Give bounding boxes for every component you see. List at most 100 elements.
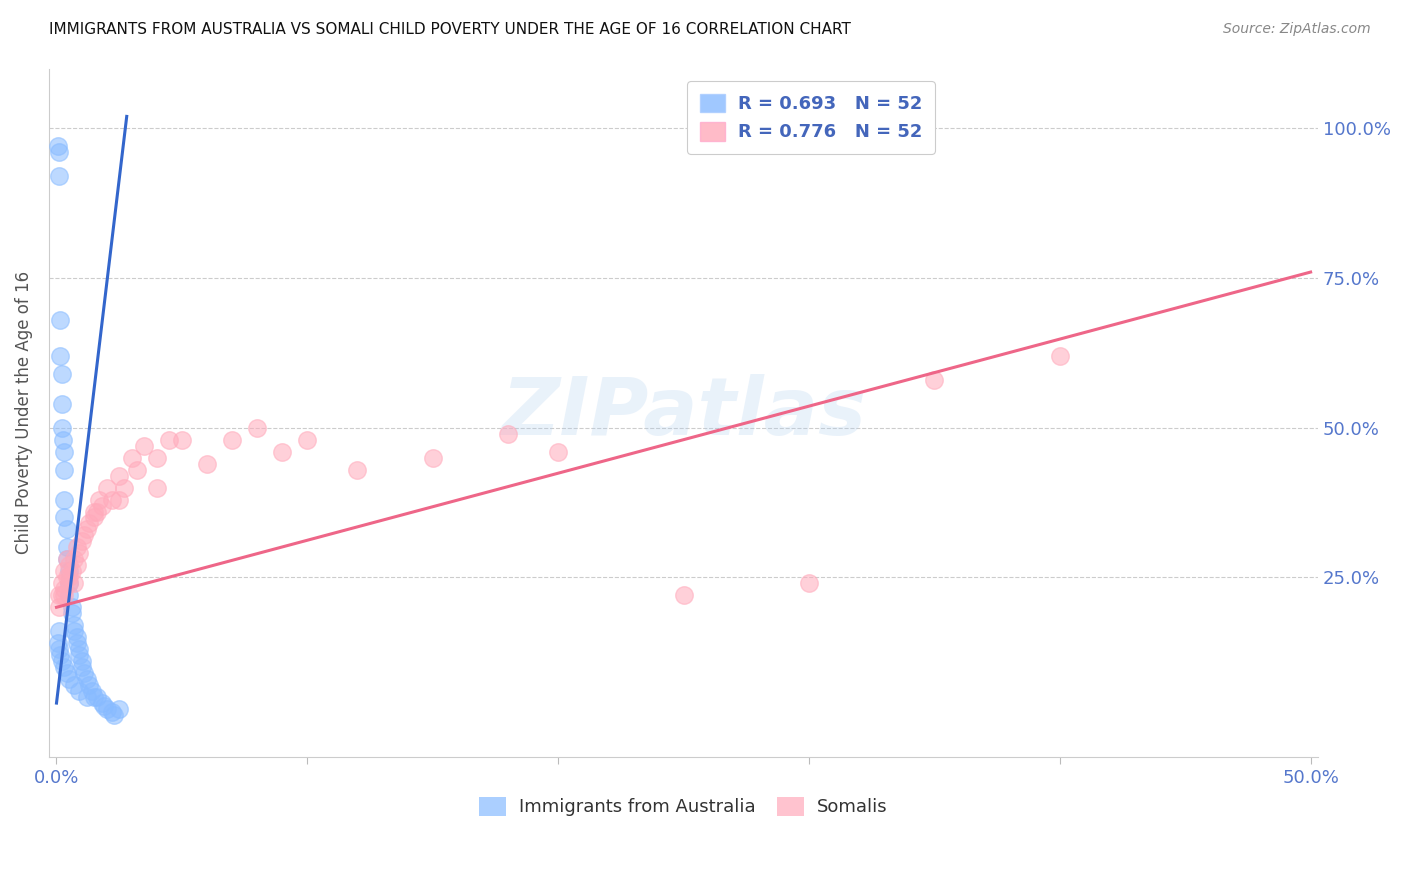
Point — [51, 397, 73, 411]
Point — [86, 690, 108, 704]
Point — [77, 516, 100, 531]
Point — [146, 450, 169, 465]
Point — [80, 684, 103, 698]
Point — [65, 541, 87, 555]
Point — [65, 558, 87, 573]
Point — [112, 481, 135, 495]
Point — [46, 139, 69, 153]
Point — [48, 145, 70, 160]
Point — [58, 570, 80, 584]
Point — [89, 492, 111, 507]
Point — [422, 450, 444, 465]
Point — [55, 552, 77, 566]
Point — [63, 552, 86, 566]
Text: ZIPatlas: ZIPatlas — [501, 374, 866, 451]
Point — [58, 565, 80, 579]
Point — [93, 699, 115, 714]
Point — [67, 684, 90, 698]
Point — [346, 462, 368, 476]
Y-axis label: Child Poverty Under the Age of 16: Child Poverty Under the Age of 16 — [15, 271, 32, 554]
Point — [146, 481, 169, 495]
Point — [55, 541, 77, 555]
Point — [49, 313, 72, 327]
Point — [58, 558, 80, 573]
Point — [108, 702, 131, 716]
Point — [67, 648, 90, 663]
Point — [53, 660, 76, 674]
Point — [195, 457, 218, 471]
Point — [100, 705, 122, 719]
Point — [53, 444, 76, 458]
Point — [100, 492, 122, 507]
Point — [51, 654, 73, 668]
Point — [60, 600, 83, 615]
Point — [672, 588, 695, 602]
Point — [96, 702, 118, 716]
Point — [51, 576, 73, 591]
Point — [221, 433, 243, 447]
Point — [58, 576, 80, 591]
Point — [108, 468, 131, 483]
Point — [63, 678, 86, 692]
Point — [83, 504, 105, 518]
Point — [76, 690, 98, 704]
Point — [96, 481, 118, 495]
Point — [58, 576, 80, 591]
Point — [73, 666, 96, 681]
Point — [125, 462, 148, 476]
Point — [83, 510, 105, 524]
Point — [46, 636, 69, 650]
Point — [797, 576, 820, 591]
Point — [48, 642, 70, 657]
Point — [271, 444, 294, 458]
Point — [49, 349, 72, 363]
Point — [547, 444, 569, 458]
Text: IMMIGRANTS FROM AUSTRALIA VS SOMALI CHILD POVERTY UNDER THE AGE OF 16 CORRELATIO: IMMIGRANTS FROM AUSTRALIA VS SOMALI CHIL… — [49, 22, 851, 37]
Point — [53, 510, 76, 524]
Point — [83, 690, 105, 704]
Point — [134, 439, 156, 453]
Point — [53, 492, 76, 507]
Point — [51, 420, 73, 434]
Point — [55, 666, 77, 681]
Point — [90, 696, 112, 710]
Point — [86, 504, 108, 518]
Point — [48, 624, 70, 639]
Point — [55, 570, 77, 584]
Point — [103, 708, 125, 723]
Point — [58, 588, 80, 602]
Point — [65, 636, 87, 650]
Point — [48, 600, 70, 615]
Point — [55, 523, 77, 537]
Point — [63, 624, 86, 639]
Point — [246, 420, 269, 434]
Point — [51, 588, 73, 602]
Point — [53, 462, 76, 476]
Point — [70, 534, 93, 549]
Point — [1049, 349, 1071, 363]
Point — [297, 433, 319, 447]
Point — [496, 426, 519, 441]
Point — [924, 373, 946, 387]
Point — [49, 648, 72, 663]
Point — [76, 672, 98, 686]
Point — [60, 607, 83, 621]
Point — [60, 565, 83, 579]
Point — [53, 565, 76, 579]
Point — [77, 678, 100, 692]
Point — [51, 367, 73, 381]
Point — [58, 672, 80, 686]
Point — [53, 582, 76, 597]
Legend: Immigrants from Australia, Somalis: Immigrants from Australia, Somalis — [472, 789, 896, 823]
Text: Source: ZipAtlas.com: Source: ZipAtlas.com — [1223, 22, 1371, 37]
Point — [48, 169, 70, 184]
Point — [52, 433, 75, 447]
Point — [67, 546, 90, 560]
Point — [53, 588, 76, 602]
Point — [170, 433, 193, 447]
Point — [70, 654, 93, 668]
Point — [108, 492, 131, 507]
Point — [90, 499, 112, 513]
Point — [76, 523, 98, 537]
Point — [65, 630, 87, 644]
